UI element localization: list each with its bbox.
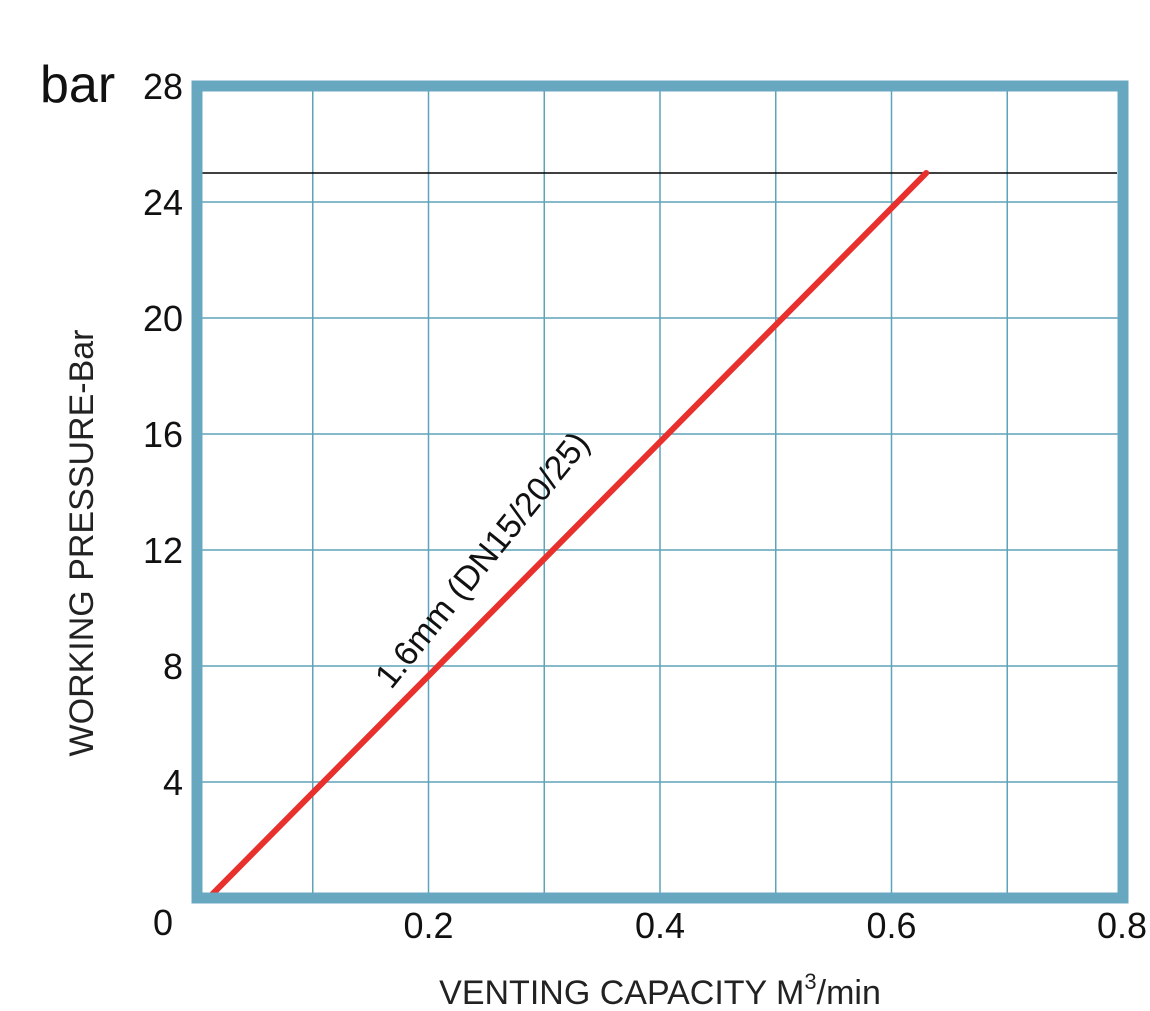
series-line: [205, 170, 930, 901]
y-tick-label: 8: [163, 646, 183, 687]
plot-frame: [191, 80, 1129, 904]
y-tick-label: 12: [143, 530, 183, 571]
y-tick-label: 24: [143, 182, 183, 223]
x-axis-title-suffix: /min: [817, 974, 881, 1011]
tick-layer: 0 4 8 12 16 20 24 28 0.2 0.4 0.6 0.8: [143, 66, 1147, 946]
y-tick-label: 0: [153, 902, 173, 943]
y-tick-label: 28: [143, 66, 183, 107]
frame-layer: [191, 80, 1129, 904]
x-tick-label: 0.2: [403, 905, 453, 946]
x-axis-title: VENTING CAPACITY M3/min: [439, 969, 881, 1011]
y-unit-label: bar: [40, 56, 115, 114]
x-axis-title-main: VENTING CAPACITY M: [439, 974, 804, 1011]
x-tick-label: 0.8: [1097, 905, 1147, 946]
series-layer: [205, 170, 930, 901]
y-tick-label: 16: [143, 414, 183, 455]
y-tick-label: 4: [163, 762, 183, 803]
x-tick-label: 0.6: [866, 905, 916, 946]
x-tick-label: 0.4: [635, 905, 685, 946]
x-axis-title-superscript: 3: [804, 969, 816, 994]
series-label: 1.6mm (DN15/20/25): [368, 425, 597, 696]
y-axis-title: WORKING PRESSURE-Bar: [63, 330, 101, 757]
grid-layer: [197, 86, 1123, 898]
y-tick-label: 20: [143, 298, 183, 339]
